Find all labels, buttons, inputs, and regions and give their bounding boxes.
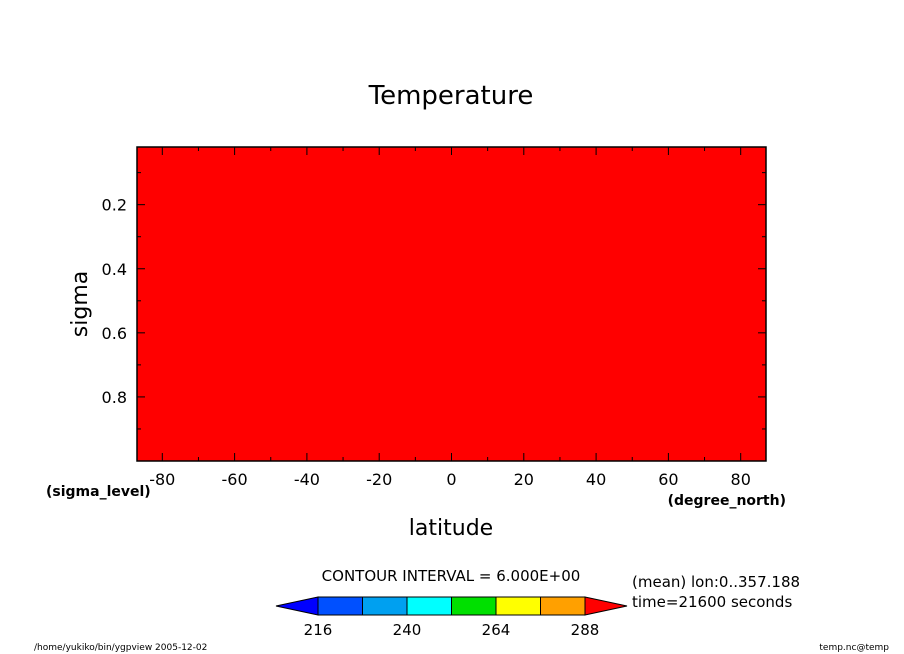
x-tick-label: 0 — [446, 470, 456, 489]
colorbar-tick-label: 240 — [393, 621, 422, 639]
x-axis-label: latitude — [409, 516, 493, 541]
colorbar-arrow-low — [275, 596, 319, 616]
colorbar-tick-label: 216 — [304, 621, 333, 639]
colorbar-box — [495, 596, 541, 616]
y-axis-label: sigma — [68, 271, 93, 337]
colorbar-box — [317, 596, 363, 616]
x-tick-label: -40 — [294, 470, 320, 489]
colorbar-tick-label: 264 — [482, 621, 511, 639]
y-tick-label: 0.4 — [102, 260, 127, 279]
x-tick-label: 60 — [658, 470, 678, 489]
y-tick-label: 0.6 — [102, 324, 127, 343]
footer-left: /home/yukiko/bin/ygpview 2005-12-02 — [34, 643, 207, 653]
x-tick-label: 20 — [514, 470, 534, 489]
plot-area — [136, 146, 767, 462]
colorbar-box — [540, 596, 586, 616]
x-axis-ticks: -80 -60 -40 -20 0 20 40 60 80 — [149, 147, 751, 489]
mean-annotation: (mean) lon:0..357.188 — [632, 573, 800, 591]
contour-interval-label: CONTOUR INTERVAL = 6.000E+00 — [322, 567, 581, 585]
x-axis-units: (degree_north) — [668, 493, 786, 509]
y-tick-label: 0.8 — [102, 388, 127, 407]
colorbar — [275, 596, 628, 616]
colorbar-arrow-high — [584, 596, 628, 616]
x-tick-label: -20 — [366, 470, 392, 489]
colorbar-tick-labels: 216 240 264 288 — [304, 621, 600, 639]
x-tick-label: -80 — [149, 470, 175, 489]
y-axis-ticks: 0.2 0.4 0.6 0.8 — [102, 172, 766, 430]
colorbar-box — [406, 596, 452, 616]
y-axis-units: (sigma_level) — [46, 484, 151, 500]
footer-right: temp.nc@temp — [819, 643, 889, 653]
colorbar-box — [451, 596, 497, 616]
y-tick-label: 0.2 — [102, 196, 127, 215]
x-tick-label: 80 — [731, 470, 751, 489]
x-tick-label: 40 — [586, 470, 606, 489]
time-annotation: time=21600 seconds — [632, 593, 792, 611]
x-tick-label: -60 — [222, 470, 248, 489]
colorbar-box — [362, 596, 408, 616]
colorbar-tick-label: 288 — [571, 621, 600, 639]
chart-title: Temperature — [368, 81, 534, 111]
